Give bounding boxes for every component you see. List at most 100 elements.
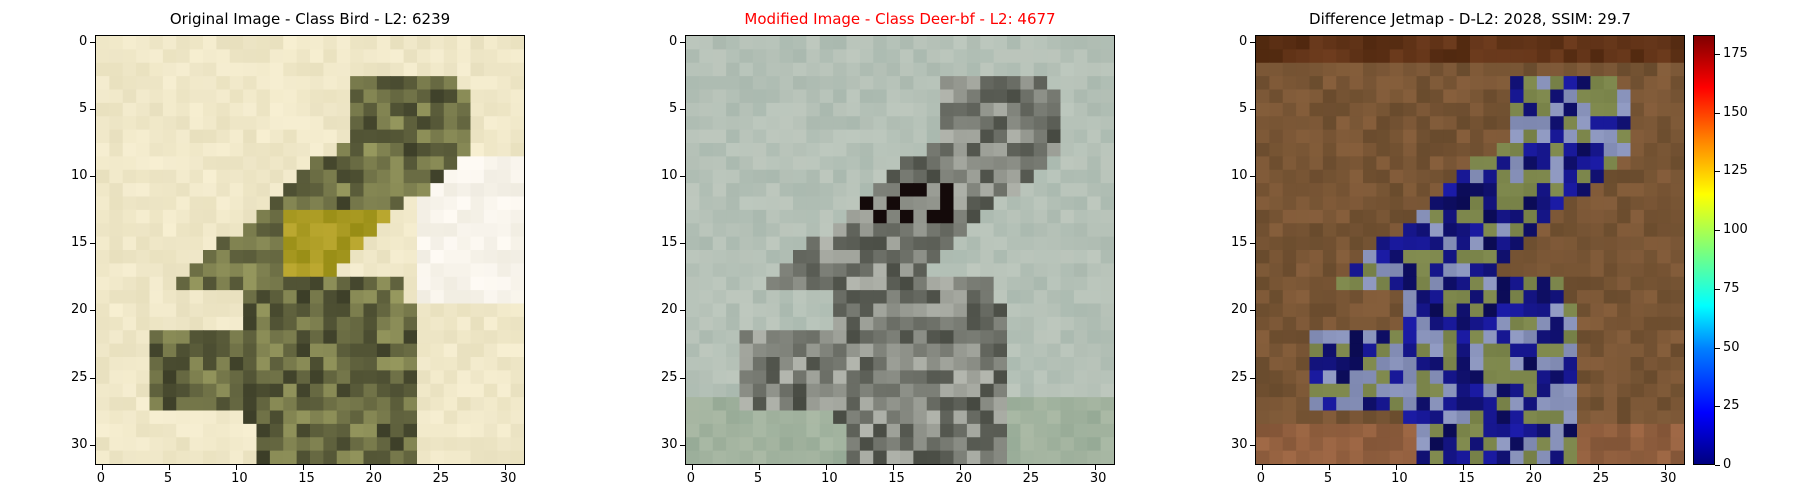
pixel-cell [833,383,848,398]
pixel-cell [1590,250,1605,264]
pixel-cell [1269,116,1284,131]
pixel-cell [752,330,767,345]
pixel-cell [296,383,311,398]
x-tick-label: 10 [821,471,838,486]
pixel-cell [1536,223,1551,238]
pixel-cell [443,76,458,91]
pixel-cell [846,49,861,64]
pixel-cell [686,89,700,104]
pixel-cell [886,49,901,64]
pixel-cell [1282,236,1297,251]
pixel-cell [1563,236,1578,251]
pixel-cell [1047,357,1062,371]
pixel-cell [766,102,781,117]
pixel-cell [216,330,231,345]
pixel-cell [1657,383,1672,398]
pixel-cell [430,330,445,345]
pixel-cell [1590,209,1605,224]
pixel-cell [806,370,821,385]
pixel-cell [1577,437,1591,452]
pixel-cell [1073,370,1088,385]
pixel-cell [443,397,458,412]
pixel-cell [993,423,1008,438]
pixel-cell [417,343,431,358]
pixel-cell [1590,423,1605,438]
pixel-cell [752,357,767,371]
pixel-cell [1577,169,1591,184]
pixel-cell [136,276,151,291]
pixel-cell [1657,223,1672,238]
pixel-cell [1523,423,1538,438]
pixel-cell [189,397,204,412]
pixel-cell [1470,357,1484,371]
pixel-cell [1282,303,1297,318]
pixel-cell [752,143,767,157]
pixel-cell [859,423,874,438]
pixel-cell [96,290,110,305]
pixel-cell [846,250,861,264]
pixel-cell [966,370,981,385]
pixel-cell [243,303,258,318]
pixel-cell [430,303,445,318]
pixel-cell [1523,383,1538,398]
pixel-cell [686,450,700,464]
pixel-cell [1416,169,1431,184]
pixel-cell [712,49,727,64]
pixel-cell [296,209,311,224]
pixel-cell [699,143,714,157]
pixel-cell [1617,209,1632,224]
pixel-cell [859,276,874,291]
pixel-cell [966,209,981,224]
y-tickmark [680,377,685,379]
pixel-cell [900,303,914,318]
pixel-cell [376,129,391,144]
pixel-cell [1047,102,1062,117]
pixel-cell [1510,316,1525,331]
pixel-cell [1443,223,1458,238]
pixel-cell [96,76,110,91]
pixel-cell [953,76,968,91]
pixel-cell [686,183,700,198]
pixel-cell [510,49,524,64]
pixel-cell [1643,49,1658,64]
pixel-cell [430,370,445,385]
pixel-cell [846,89,861,104]
pixel-cell [886,209,901,224]
pixel-cell [846,437,861,452]
pixel-cell [189,49,204,64]
pixel-cell [819,223,834,238]
pixel-cell [109,316,124,331]
pixel-cell [443,290,458,305]
pixel-cell [149,49,164,64]
pixel-cell [1416,450,1431,464]
pixel-cell [900,397,914,412]
pixel-cell [1643,397,1658,412]
pixel-cell [1376,263,1391,278]
pixel-cell [336,36,351,50]
pixel-cell [269,330,284,345]
pixel-cell [149,62,164,77]
pixel-cell [470,357,485,371]
pixel-cell [1470,183,1484,198]
pixel-cell [323,89,338,104]
pixel-cell [1577,410,1591,425]
pixel-cell [1403,330,1418,345]
pixel-cell [819,383,834,398]
pixel-cell [699,183,714,198]
pixel-cell [1577,116,1591,131]
pixel-cell [980,143,995,157]
pixel-cell [1073,316,1088,331]
pixel-cell [1363,116,1377,131]
pixel-cell [1670,129,1684,144]
pixel-cell [1087,196,1102,211]
pixel-cell [162,183,177,198]
pixel-cell [1007,36,1021,50]
pixel-cell [363,263,378,278]
pixel-cell [443,143,458,157]
pixel-cell [766,410,781,425]
pixel-cell [109,276,124,291]
x-tickmark [1664,465,1666,470]
pixel-cell [1309,89,1324,104]
pixel-cell [1047,303,1062,318]
pixel-cell [162,330,177,345]
